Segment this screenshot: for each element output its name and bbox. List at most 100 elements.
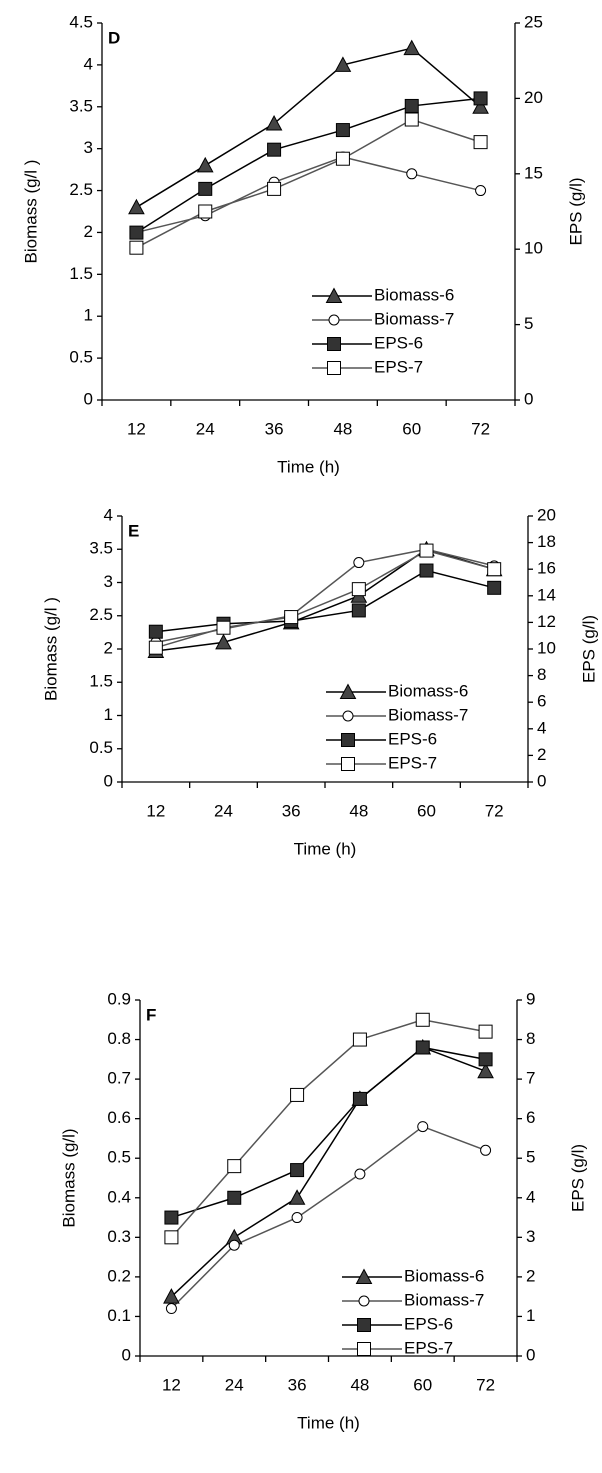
marker-triangle	[128, 198, 145, 215]
legend-label: EPS-7	[388, 753, 437, 772]
series-line	[171, 1046, 486, 1219]
y-tick-label: 0.9	[107, 989, 131, 1008]
x-tick-label: 72	[485, 801, 504, 820]
y-tick-label: 1.5	[89, 672, 113, 691]
series-line	[170, 1125, 486, 1310]
marker-triangle	[472, 98, 489, 114]
marker-circle	[228, 1239, 240, 1251]
marker-square	[335, 123, 350, 138]
x-tick-label: 48	[350, 1375, 369, 1394]
marker-square	[227, 1159, 242, 1174]
x-tick-label: 12	[162, 1375, 181, 1394]
y-tick-label: 0.1	[107, 1306, 131, 1325]
legend-label: Biomass-7	[374, 309, 454, 328]
y-tick-label: 0.4	[107, 1187, 131, 1206]
y-tick-label: 0.2	[107, 1266, 131, 1285]
y2-tick-label: 2	[537, 745, 546, 764]
marker-circle	[291, 1212, 303, 1224]
y2-axis-title: EPS (g/l)	[579, 615, 598, 683]
y2-tick-label: 4	[526, 1187, 535, 1206]
marker-circle	[406, 168, 418, 180]
x-tick-label: 48	[349, 801, 368, 820]
marker-square	[341, 757, 355, 771]
marker-square	[129, 240, 144, 255]
marker-square	[216, 620, 231, 635]
legend-label: EPS-6	[404, 1314, 453, 1333]
marker-square	[415, 1040, 430, 1055]
y2-tick-label: 4	[537, 718, 546, 737]
marker-square	[284, 610, 299, 625]
marker-circle	[342, 710, 354, 722]
y2-tick-label: 18	[537, 532, 556, 551]
y-tick-label: 3.5	[69, 96, 93, 115]
y2-axis-title: EPS (g/l)	[566, 177, 585, 245]
x-tick-label: 60	[417, 801, 436, 820]
legend-label: Biomass-6	[404, 1266, 484, 1285]
marker-square	[148, 640, 163, 655]
x-tick-label: 24	[214, 801, 233, 820]
x-tick-label: 36	[282, 801, 301, 820]
x-tick-label: 24	[196, 419, 215, 438]
marker-square	[148, 624, 163, 639]
marker-square	[357, 1318, 371, 1332]
marker-circle	[353, 557, 365, 569]
y-tick-label: 4	[84, 54, 93, 73]
marker-square	[357, 1342, 371, 1356]
marker-circle	[417, 1121, 429, 1133]
marker-square	[351, 582, 366, 597]
legend-label: EPS-7	[374, 357, 423, 376]
x-tick-label: 72	[471, 419, 490, 438]
y2-tick-label: 6	[526, 1108, 535, 1127]
marker-triangle	[355, 1268, 373, 1284]
marker-circle	[165, 1303, 177, 1315]
legend-label: EPS-6	[374, 333, 423, 352]
series-line	[136, 47, 482, 208]
y2-tick-label: 10	[537, 638, 556, 657]
y2-tick-label: 0	[537, 771, 546, 790]
legend-label: EPS-6	[388, 729, 437, 748]
series-line	[170, 1019, 486, 1238]
legend-label: Biomass-7	[404, 1290, 484, 1309]
y-tick-label: 2	[84, 222, 93, 241]
y2-tick-label: 2	[526, 1266, 535, 1285]
marker-triangle	[215, 633, 232, 650]
marker-square	[327, 361, 341, 375]
y2-tick-label: 20	[537, 505, 556, 524]
marker-square	[267, 142, 282, 157]
marker-triangle	[339, 683, 357, 699]
y2-tick-label: 3	[526, 1227, 535, 1246]
y2-tick-label: 0	[526, 1345, 535, 1364]
y-axis-title: Biomass (g/l )	[41, 597, 60, 701]
marker-square	[478, 1024, 493, 1039]
series-line	[155, 548, 495, 644]
series-line	[136, 118, 481, 249]
y2-tick-label: 14	[537, 585, 556, 604]
marker-triangle	[265, 114, 283, 131]
marker-triangle	[334, 56, 352, 72]
y-tick-label: 0.3	[107, 1227, 131, 1246]
y2-tick-label: 8	[526, 1029, 535, 1048]
y2-tick-label: 6	[537, 692, 546, 711]
x-tick-label: 60	[402, 419, 421, 438]
y2-tick-label: 0	[524, 389, 533, 408]
marker-square	[164, 1210, 179, 1225]
y-tick-label: 0.8	[107, 1029, 131, 1048]
marker-square	[267, 181, 282, 196]
x-tick-label: 36	[265, 419, 284, 438]
y-tick-label: 4.5	[69, 12, 93, 31]
marker-square	[341, 733, 355, 747]
marker-triangle	[325, 287, 343, 303]
y2-tick-label: 12	[537, 612, 556, 631]
marker-square	[419, 543, 434, 558]
panel-label: E	[128, 521, 139, 540]
marker-square	[327, 337, 341, 351]
x-axis-title: Time (h)	[277, 457, 340, 476]
marker-square	[164, 1230, 179, 1245]
marker-square	[478, 1052, 493, 1067]
y-tick-label: 0.6	[107, 1108, 131, 1127]
y-tick-label: 1.5	[69, 264, 93, 283]
series-line	[155, 548, 495, 652]
panel-label: F	[146, 1005, 156, 1024]
marker-circle	[354, 1168, 366, 1180]
marker-square	[404, 98, 419, 113]
